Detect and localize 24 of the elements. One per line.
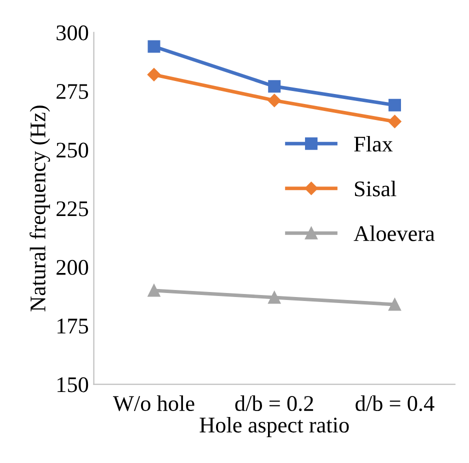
point xyxy=(148,40,160,53)
y-tick-label: 200 xyxy=(56,260,88,275)
y-tick-label: 175 xyxy=(58,318,88,334)
y-tick-label: 250 xyxy=(56,142,88,158)
y-tick-label: 150 xyxy=(58,377,88,392)
point xyxy=(388,98,401,112)
y-tick-label: 225 xyxy=(56,201,88,216)
legend-label: Sisal xyxy=(354,180,396,196)
point xyxy=(388,114,402,128)
x-axis-title: Hole aspect ratio xyxy=(200,416,349,438)
legend-label: Aloevera xyxy=(354,225,435,242)
x-tick-label: d/b = 0.2 xyxy=(235,395,314,412)
point xyxy=(268,80,281,93)
point xyxy=(388,298,401,311)
point xyxy=(268,291,281,304)
y-axis-title: Natural frequency (Hz) xyxy=(30,106,50,312)
y-tick-label: 300 xyxy=(56,25,88,40)
point xyxy=(147,68,161,82)
x-tick-label: d/b = 0.4 xyxy=(356,395,434,412)
legend-label: Flax xyxy=(354,136,393,152)
point xyxy=(148,284,160,297)
point xyxy=(268,94,281,108)
y-tick-label: 275 xyxy=(56,84,88,99)
x-tick-label: W/o hole xyxy=(112,395,194,412)
